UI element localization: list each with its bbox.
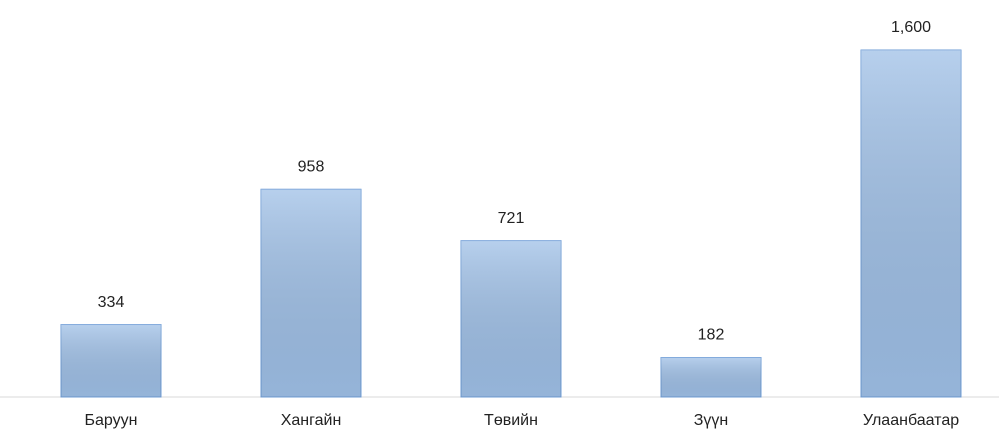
value-label: 1,600 [891,19,931,36]
bar [860,49,962,398]
value-label: 182 [698,327,725,344]
x-tick-label: Улаанбаатар [863,412,959,429]
x-tick-label: Зүүн [694,412,729,429]
value-label: 958 [298,158,325,175]
bar [460,240,562,398]
value-label: 334 [98,294,125,311]
x-tick-label: Төвийн [484,412,538,429]
value-label: 721 [498,210,525,227]
x-tick-label: Хангайн [281,412,342,429]
bar [660,357,762,398]
bar [60,324,162,398]
x-tick-label: Баруун [85,412,138,429]
bar [260,188,362,398]
